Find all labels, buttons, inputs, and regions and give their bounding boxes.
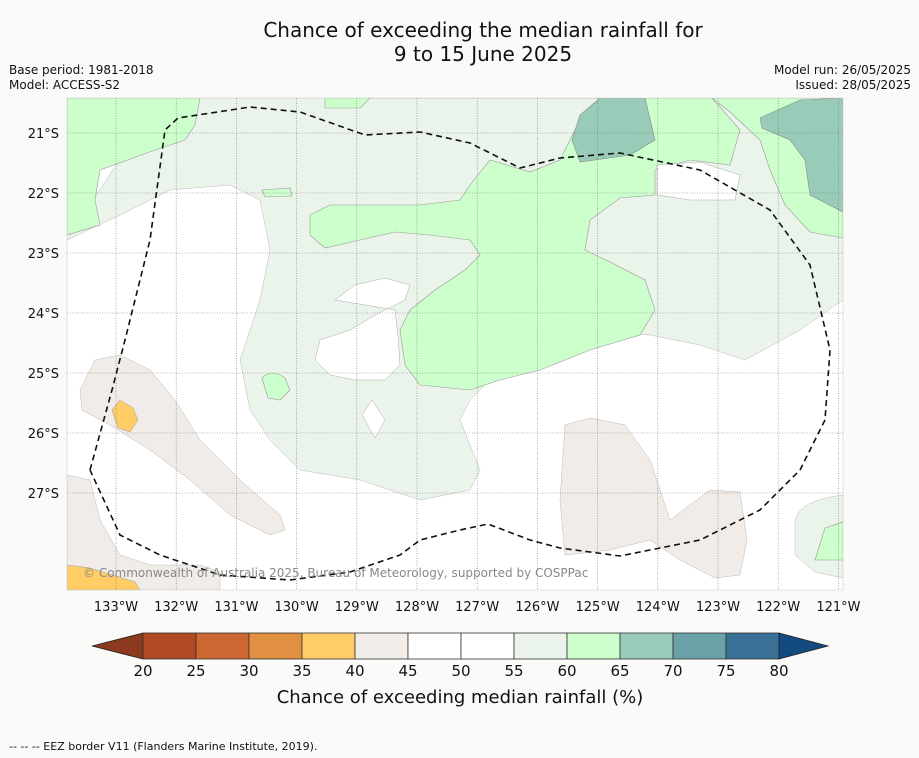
latitude-label: 26°S	[28, 427, 59, 442]
longitude-label: 129°W	[335, 600, 379, 615]
colorbar-tick-label: 65	[610, 662, 629, 680]
region-60-65	[67, 98, 201, 236]
region-45-55	[314, 277, 411, 381]
longitude-label: 121°W	[816, 600, 860, 615]
longitude-label: 126°W	[515, 600, 559, 615]
colorbar-segment	[354, 632, 409, 660]
latitude-label: 23°S	[28, 247, 59, 262]
model-name: Model: ACCESS-S2	[9, 78, 121, 92]
base-info: Base period: 1981-2018 Model: ACCESS-S2	[9, 63, 154, 93]
latitude-label: 21°S	[28, 127, 59, 142]
latitude-label: 27°S	[28, 487, 59, 502]
colorbar-segment	[566, 632, 621, 660]
region-40-45	[79, 354, 286, 536]
colorbar-tick-label: 45	[398, 662, 417, 680]
colorbar-segment	[301, 632, 356, 660]
region-60-65	[261, 372, 291, 401]
longitude-label: 127°W	[455, 600, 499, 615]
colorbar-segment	[672, 632, 727, 660]
model-run: Model run: 26/05/2025	[773, 63, 911, 77]
region-35-40	[67, 564, 141, 590]
colorbar-extend-low	[91, 632, 144, 660]
colorbar-tick-label: 75	[716, 662, 735, 680]
colorbar-tick-label: 70	[663, 662, 682, 680]
colorbar-segment	[619, 632, 674, 660]
graticule	[67, 98, 843, 590]
colorbar-extend-high	[778, 632, 830, 660]
latitude-labels: 21°S 22°S 23°S 24°S 25°S 26°S 27°S	[28, 127, 59, 502]
longitude-label: 131°W	[214, 600, 258, 615]
longitude-label: 133°W	[94, 600, 138, 615]
colorbar-tick-label: 80	[769, 662, 788, 680]
longitude-label: 132°W	[154, 600, 198, 615]
latitude-label: 22°S	[28, 187, 59, 202]
longitude-label: 124°W	[636, 600, 680, 615]
latitude-label: 24°S	[28, 307, 59, 322]
run-info: Model run: 26/05/2025 Issued: 28/05/2025	[774, 63, 911, 93]
longitude-labels: 133°W 132°W 131°W 130°W 129°W 128°W 127°W 126°W…	[94, 600, 861, 615]
colorbar-segment	[407, 632, 462, 660]
longitude-label: 123°W	[696, 600, 740, 615]
region-35-40	[111, 399, 139, 433]
colorbar-title: Chance of exceeding median rainfall (%)	[277, 687, 644, 708]
colorbar	[91, 632, 830, 660]
copyright-text: © Commonwealth of Australia 2025, Bureau…	[83, 566, 588, 580]
colorbar-segment	[142, 632, 197, 660]
region-60-65	[814, 521, 843, 561]
region-40-45	[67, 474, 221, 590]
longitude-label: 128°W	[395, 600, 439, 615]
region-60-65	[261, 187, 293, 198]
region-40-45	[559, 417, 748, 579]
longitude-label: 125°W	[576, 600, 620, 615]
colorbar-tick-label: 55	[504, 662, 523, 680]
region-65-70	[759, 98, 843, 213]
region-60-65	[324, 98, 371, 109]
region-45-55	[656, 161, 741, 201]
colorbar-tick-label: 20	[133, 662, 152, 680]
issued-date: Issued: 28/05/2025	[795, 78, 911, 92]
colorbar-segment	[513, 632, 568, 660]
map-title: Chance of exceeding the median rainfall …	[0, 18, 919, 66]
colorbar-tick-label: 40	[345, 662, 364, 680]
colorbar-segment	[248, 632, 303, 660]
base-period: Base period: 1981-2018	[9, 63, 154, 77]
colorbar-segment	[195, 632, 250, 660]
colorbar-tick-label: 50	[451, 662, 470, 680]
region-60-65	[309, 98, 741, 391]
map-panel	[67, 98, 843, 590]
title-line-2: 9 to 15 June 2025	[393, 42, 573, 66]
colorbar-tick-label: 35	[292, 662, 311, 680]
region-65-70	[571, 98, 656, 163]
eez-legend: -- -- -- EEZ border V11 (Flanders Marine…	[9, 740, 318, 753]
map-frame	[66, 97, 844, 591]
eez-border	[89, 106, 831, 581]
colorbar-tick-labels: 20 25 30 35 40 45 50 55 60 65 70 75 80	[133, 662, 788, 680]
title-line-1: Chance of exceeding the median rainfall …	[263, 18, 703, 42]
longitude-label: 122°W	[756, 600, 800, 615]
longitude-label: 130°W	[275, 600, 319, 615]
colorbar-segment	[460, 632, 515, 660]
colorbar-tick-label: 30	[239, 662, 258, 680]
colorbar-tick-label: 25	[186, 662, 205, 680]
latitude-label: 25°S	[28, 367, 59, 382]
colorbar-tick-label: 60	[557, 662, 576, 680]
region-45-55	[361, 399, 386, 439]
colorbar-segment	[725, 632, 780, 660]
